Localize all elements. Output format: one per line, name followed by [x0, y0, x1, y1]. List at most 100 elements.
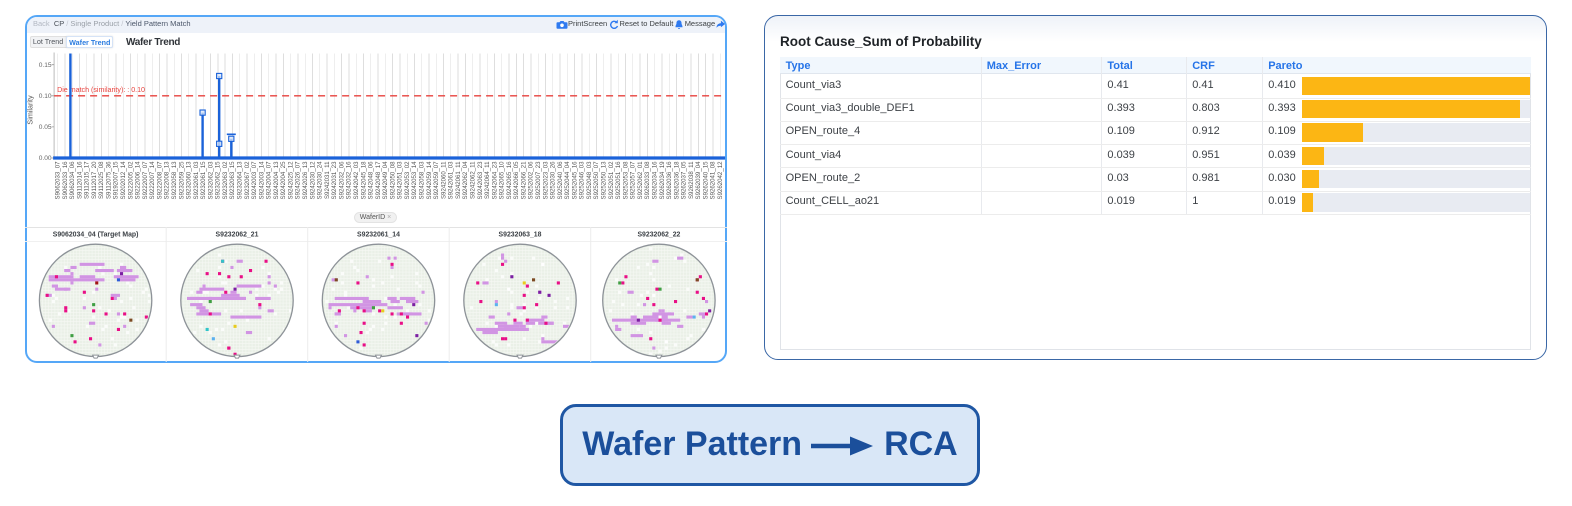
svg-text:S9262042_12: S9262042_12: [717, 161, 724, 200]
svg-text:S9242050_08: S9242050_08: [390, 161, 397, 200]
svg-text:S9242065_16: S9242065_16: [506, 161, 513, 200]
svg-text:S9252045_16: S9252045_16: [572, 161, 579, 200]
svg-text:0.05: 0.05: [39, 124, 52, 131]
svg-text:S9252046_03: S9252046_03: [579, 161, 586, 200]
svg-text:S9232062_21: S9232062_21: [216, 231, 259, 238]
svg-text:S9242063_23: S9242063_23: [477, 161, 484, 200]
svg-text:S9252044_04: S9252044_04: [564, 161, 571, 200]
svg-text:S9252053_08: S9252053_08: [623, 161, 630, 200]
svg-text:S9242053_14: S9242053_14: [412, 161, 419, 200]
svg-text:S9192007_15: S9192007_15: [113, 161, 120, 200]
svg-text:S9242004_07: S9242004_07: [266, 161, 273, 200]
svg-text:S9252057_07: S9252057_07: [630, 161, 637, 200]
svg-text:S9232059_25: S9232059_25: [179, 161, 186, 200]
svg-text:S9262036_16: S9262036_16: [666, 161, 673, 200]
svg-text:S9242059_07: S9242059_07: [433, 161, 440, 200]
svg-text:S9232064_13: S9232064_13: [237, 161, 244, 200]
svg-text:0.00: 0.00: [39, 155, 52, 162]
svg-text:Die match (similarity): : 0.10: Die match (similarity): : 0.10: [57, 86, 145, 94]
svg-text:S9112014_16: S9112014_16: [77, 161, 84, 199]
svg-text:S9262034_19: S9262034_19: [659, 161, 666, 200]
svg-text:S9062034_04 (Target Map): S9062034_04 (Target Map): [53, 231, 139, 238]
svg-text:S9252062_01: S9252062_01: [637, 161, 644, 200]
svg-text:S9262037_05: S9262037_05: [681, 161, 688, 200]
svg-text:S9112075_36: S9112075_36: [106, 161, 113, 199]
svg-text:S9222006_14: S9222006_14: [135, 161, 142, 200]
svg-text:S9242053_02: S9242053_02: [404, 161, 411, 200]
svg-text:S9232063_18: S9232063_18: [499, 231, 542, 238]
svg-text:S9242062_11: S9242062_11: [470, 161, 477, 199]
svg-text:S9222008_13: S9222008_13: [164, 161, 171, 200]
svg-text:S9242048_17: S9242048_17: [375, 161, 382, 200]
svg-text:S9232062_22: S9232062_22: [638, 231, 681, 238]
svg-text:S9252051_16: S9252051_16: [615, 161, 622, 200]
svg-text:S9222008_07: S9222008_07: [157, 161, 164, 200]
svg-text:S9232061_15: S9232061_15: [200, 161, 207, 200]
svg-text:S9242032_16: S9242032_16: [346, 161, 353, 200]
svg-text:S9262033_08: S9262033_08: [645, 161, 652, 200]
svg-text:S9262041_08: S9262041_08: [710, 161, 717, 200]
svg-text:S9262036_18: S9262036_18: [674, 161, 681, 200]
svg-text:S9242026_07: S9242026_07: [295, 161, 302, 200]
svg-text:S9232062_15: S9232062_15: [215, 161, 222, 200]
svg-text:S9242064_11: S9242064_11: [484, 161, 491, 199]
svg-text:S9242061_03: S9242061_03: [448, 161, 455, 200]
svg-text:S9242060_11: S9242060_11: [441, 161, 448, 199]
svg-text:S9242030_12: S9242030_12: [310, 161, 317, 200]
svg-text:S9232061_03: S9232061_03: [193, 161, 200, 200]
svg-text:S9202012_14: S9202012_14: [120, 161, 127, 200]
svg-text:S9242065_10: S9242065_10: [499, 161, 506, 200]
svg-text:S9242031_23: S9242031_23: [331, 161, 338, 200]
svg-text:S9242062_04: S9242062_04: [463, 161, 470, 200]
svg-text:Similarity: Similarity: [26, 95, 35, 125]
svg-text:S9232063_02: S9232063_02: [222, 161, 229, 200]
svg-text:0.15: 0.15: [39, 62, 52, 69]
svg-text:S9062033_16: S9062033_16: [62, 161, 69, 200]
svg-text:S9242064_23: S9242064_23: [492, 161, 499, 200]
svg-text:S9112015_17: S9112015_17: [84, 161, 91, 199]
svg-text:S9112017_20: S9112017_20: [91, 161, 98, 199]
svg-text:S9242066_05: S9242066_05: [514, 161, 521, 200]
svg-text:S9232058_13: S9232058_13: [171, 161, 178, 200]
svg-text:S9232062_03: S9232062_03: [208, 161, 215, 200]
svg-text:S9062033_07: S9062033_07: [55, 161, 62, 200]
svg-text:S9242059_14: S9242059_14: [426, 161, 433, 200]
svg-text:S9242048_06: S9242048_06: [368, 161, 375, 200]
svg-text:S9252048_03: S9252048_03: [586, 161, 593, 200]
svg-text:S9262040_15: S9262040_15: [703, 161, 710, 200]
svg-text:S9252050_13: S9252050_13: [601, 161, 608, 200]
svg-text:0.10: 0.10: [39, 93, 52, 100]
svg-text:S9252030_26: S9252030_26: [550, 161, 557, 200]
svg-text:S9242066_21: S9242066_21: [521, 161, 528, 200]
svg-text:S9222007_14: S9222007_14: [149, 161, 156, 200]
svg-text:S9242030_24: S9242030_24: [317, 161, 324, 200]
svg-text:S9242061_11: S9242061_11: [455, 161, 462, 199]
svg-text:S9242032_06: S9242032_06: [339, 161, 346, 200]
svg-text:S9222007_07: S9222007_07: [142, 161, 149, 200]
svg-text:S9242031_11: S9242031_11: [324, 161, 331, 199]
svg-text:S9252023_03: S9252023_03: [543, 161, 550, 200]
svg-text:S9232067_02: S9232067_02: [244, 161, 251, 200]
svg-text:S9242058_03: S9242058_03: [419, 161, 426, 200]
svg-text:S9262039_04: S9262039_04: [696, 161, 703, 200]
svg-text:S9262038_11: S9262038_11: [688, 161, 695, 199]
svg-text:S9252002_06: S9252002_06: [528, 161, 535, 200]
svg-text:S9062034_06: S9062034_06: [69, 161, 76, 200]
svg-text:S9242003_14: S9242003_14: [259, 161, 266, 200]
svg-text:S9112025_08: S9112025_08: [99, 161, 106, 199]
svg-text:S9252040_06: S9252040_06: [557, 161, 564, 200]
svg-text:S9242049_04: S9242049_04: [382, 161, 389, 200]
svg-text:S9262034_16: S9262034_16: [652, 161, 659, 200]
svg-text:S9242051_03: S9242051_03: [397, 161, 404, 200]
svg-text:S9242003_07: S9242003_07: [251, 161, 258, 200]
svg-text:S9232063_15: S9232063_15: [230, 161, 237, 200]
svg-text:S9252007_23: S9252007_23: [535, 161, 542, 200]
svg-text:S9242025_12: S9242025_12: [288, 161, 295, 200]
svg-text:S9242004_13: S9242004_13: [273, 161, 280, 200]
svg-text:S9252050_07: S9252050_07: [594, 161, 601, 200]
svg-text:S9252051_02: S9252051_02: [608, 161, 615, 200]
svg-text:S9242042_03: S9242042_03: [353, 161, 360, 200]
svg-text:S9242004_25: S9242004_25: [281, 161, 288, 200]
svg-text:S9232060_13: S9232060_13: [186, 161, 193, 200]
svg-text:S9242026_13: S9242026_13: [302, 161, 309, 200]
